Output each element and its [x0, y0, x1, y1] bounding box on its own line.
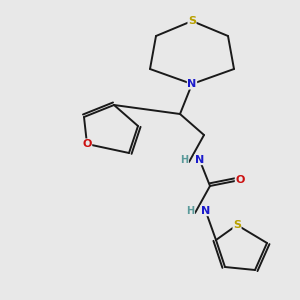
Text: S: S	[233, 220, 241, 230]
Text: N: N	[201, 206, 210, 216]
Text: H: H	[186, 206, 195, 216]
Text: O: O	[235, 175, 245, 185]
Text: N: N	[188, 79, 196, 89]
Text: H: H	[180, 154, 189, 165]
Text: S: S	[188, 16, 196, 26]
Text: N: N	[195, 154, 204, 165]
Text: O: O	[82, 139, 92, 149]
